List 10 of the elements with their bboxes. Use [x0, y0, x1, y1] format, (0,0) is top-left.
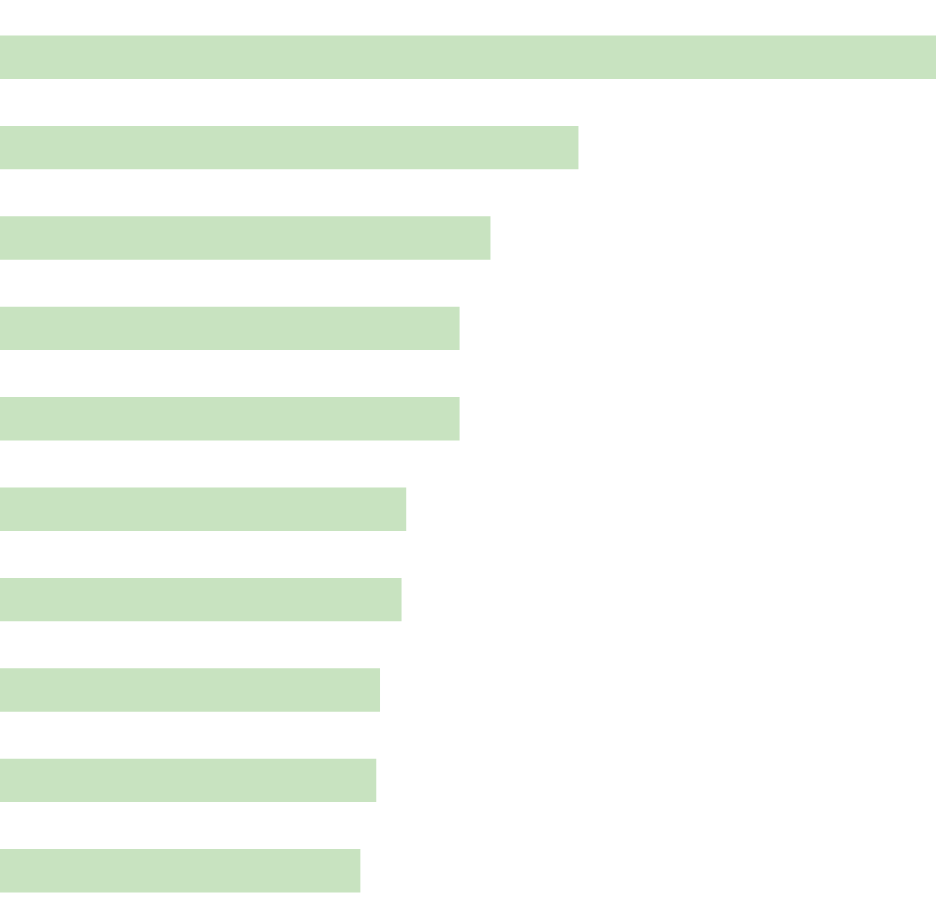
bar	[0, 758, 377, 803]
bar	[0, 125, 579, 170]
bar	[0, 577, 402, 622]
bar	[0, 216, 491, 260]
bar	[0, 306, 460, 351]
bar	[0, 668, 381, 712]
bar	[0, 849, 361, 893]
bar	[0, 35, 936, 79]
bar	[0, 397, 460, 441]
bar	[0, 487, 407, 531]
